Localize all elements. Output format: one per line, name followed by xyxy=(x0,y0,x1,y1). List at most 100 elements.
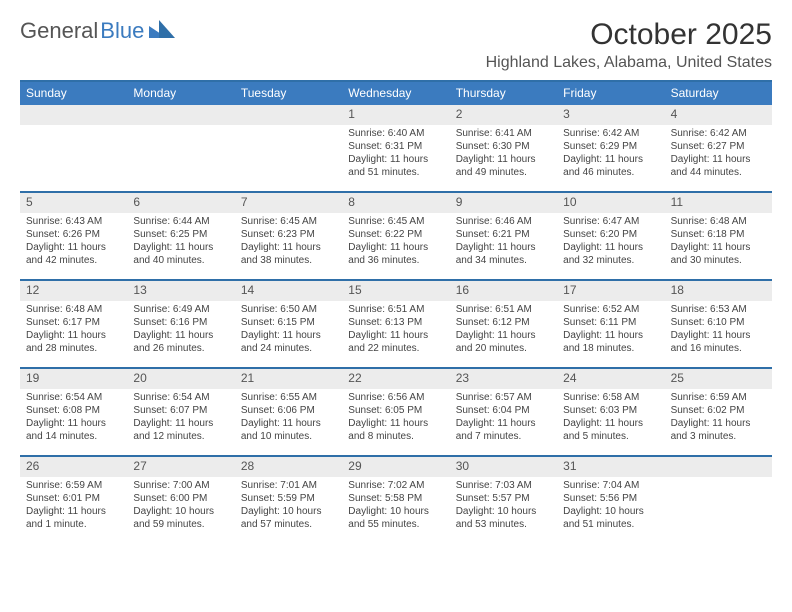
day-line: Sunrise: 7:04 AM xyxy=(563,480,658,493)
day-body: Sunrise: 6:43 AMSunset: 6:26 PMDaylight:… xyxy=(20,213,127,272)
week-row: 1Sunrise: 6:40 AMSunset: 6:31 PMDaylight… xyxy=(20,105,772,191)
day-line: Sunset: 5:59 PM xyxy=(241,493,336,506)
day-cell: 12Sunrise: 6:48 AMSunset: 6:17 PMDayligh… xyxy=(20,281,127,367)
day-line: and 38 minutes. xyxy=(241,255,336,268)
day-cell xyxy=(20,105,127,191)
day-line: Sunrise: 7:00 AM xyxy=(133,480,228,493)
day-cell xyxy=(665,457,772,543)
day-number xyxy=(20,105,127,125)
day-line: Sunset: 6:26 PM xyxy=(26,229,121,242)
day-line: and 32 minutes. xyxy=(563,255,658,268)
day-body: Sunrise: 6:51 AMSunset: 6:13 PMDaylight:… xyxy=(342,301,449,360)
day-line: Sunrise: 6:40 AM xyxy=(348,128,443,141)
day-line: Daylight: 11 hours xyxy=(348,154,443,167)
day-line: Sunrise: 6:47 AM xyxy=(563,216,658,229)
day-body: Sunrise: 6:42 AMSunset: 6:27 PMDaylight:… xyxy=(665,125,772,184)
day-number: 25 xyxy=(665,369,772,389)
day-line: and 14 minutes. xyxy=(26,431,121,444)
day-line: Daylight: 11 hours xyxy=(26,330,121,343)
day-line: and 5 minutes. xyxy=(563,431,658,444)
day-cell: 3Sunrise: 6:42 AMSunset: 6:29 PMDaylight… xyxy=(557,105,664,191)
day-line: and 1 minute. xyxy=(26,519,121,532)
day-number: 15 xyxy=(342,281,449,301)
month-title: October 2025 xyxy=(590,18,772,52)
dow-thursday: Thursday xyxy=(450,82,557,105)
day-line: Daylight: 11 hours xyxy=(133,418,228,431)
day-body: Sunrise: 6:57 AMSunset: 6:04 PMDaylight:… xyxy=(450,389,557,448)
day-number: 1 xyxy=(342,105,449,125)
day-line: Daylight: 11 hours xyxy=(456,154,551,167)
day-line: Daylight: 10 hours xyxy=(133,506,228,519)
day-body: Sunrise: 6:42 AMSunset: 6:29 PMDaylight:… xyxy=(557,125,664,184)
day-number: 6 xyxy=(127,193,234,213)
day-number: 29 xyxy=(342,457,449,477)
day-cell: 22Sunrise: 6:56 AMSunset: 6:05 PMDayligh… xyxy=(342,369,449,455)
day-cell: 5Sunrise: 6:43 AMSunset: 6:26 PMDaylight… xyxy=(20,193,127,279)
day-line: Sunrise: 6:48 AM xyxy=(26,304,121,317)
day-line: Daylight: 11 hours xyxy=(133,330,228,343)
day-number: 4 xyxy=(665,105,772,125)
logo: GeneralBlue xyxy=(20,18,175,44)
day-number: 2 xyxy=(450,105,557,125)
day-line: Sunrise: 6:48 AM xyxy=(671,216,766,229)
day-number: 30 xyxy=(450,457,557,477)
day-line: and 26 minutes. xyxy=(133,343,228,356)
day-number: 14 xyxy=(235,281,342,301)
day-line: and 53 minutes. xyxy=(456,519,551,532)
day-line: Daylight: 11 hours xyxy=(348,242,443,255)
day-line: and 10 minutes. xyxy=(241,431,336,444)
day-line: Daylight: 11 hours xyxy=(563,330,658,343)
day-cell: 31Sunrise: 7:04 AMSunset: 5:56 PMDayligh… xyxy=(557,457,664,543)
day-body: Sunrise: 6:54 AMSunset: 6:08 PMDaylight:… xyxy=(20,389,127,448)
day-cell: 16Sunrise: 6:51 AMSunset: 6:12 PMDayligh… xyxy=(450,281,557,367)
day-body: Sunrise: 6:49 AMSunset: 6:16 PMDaylight:… xyxy=(127,301,234,360)
day-line: Sunset: 6:03 PM xyxy=(563,405,658,418)
calendar-grid: Sunday Monday Tuesday Wednesday Thursday… xyxy=(20,80,772,543)
day-body: Sunrise: 6:58 AMSunset: 6:03 PMDaylight:… xyxy=(557,389,664,448)
week-row: 26Sunrise: 6:59 AMSunset: 6:01 PMDayligh… xyxy=(20,455,772,543)
logo-word2: Blue xyxy=(100,18,144,44)
day-line: Sunrise: 6:58 AM xyxy=(563,392,658,405)
day-line: Sunset: 6:05 PM xyxy=(348,405,443,418)
day-body: Sunrise: 6:48 AMSunset: 6:17 PMDaylight:… xyxy=(20,301,127,360)
day-line: Daylight: 11 hours xyxy=(241,418,336,431)
day-cell: 19Sunrise: 6:54 AMSunset: 6:08 PMDayligh… xyxy=(20,369,127,455)
day-line: Sunset: 6:30 PM xyxy=(456,141,551,154)
day-number xyxy=(665,457,772,477)
day-cell: 24Sunrise: 6:58 AMSunset: 6:03 PMDayligh… xyxy=(557,369,664,455)
day-body: Sunrise: 6:47 AMSunset: 6:20 PMDaylight:… xyxy=(557,213,664,272)
day-line: Sunset: 5:58 PM xyxy=(348,493,443,506)
day-line: Daylight: 11 hours xyxy=(26,242,121,255)
day-line: and 3 minutes. xyxy=(671,431,766,444)
day-body: Sunrise: 7:04 AMSunset: 5:56 PMDaylight:… xyxy=(557,477,664,536)
day-line: and 40 minutes. xyxy=(133,255,228,268)
day-line: and 12 minutes. xyxy=(133,431,228,444)
day-cell: 14Sunrise: 6:50 AMSunset: 6:15 PMDayligh… xyxy=(235,281,342,367)
day-line: Sunrise: 6:41 AM xyxy=(456,128,551,141)
day-cell xyxy=(127,105,234,191)
day-line: and 51 minutes. xyxy=(348,167,443,180)
day-number: 16 xyxy=(450,281,557,301)
day-line: Sunrise: 6:49 AM xyxy=(133,304,228,317)
location-subtitle: Highland Lakes, Alabama, United States xyxy=(20,54,772,72)
day-line: Daylight: 11 hours xyxy=(456,418,551,431)
day-number: 23 xyxy=(450,369,557,389)
day-line: Sunrise: 6:53 AM xyxy=(671,304,766,317)
day-line: Sunrise: 6:45 AM xyxy=(241,216,336,229)
day-cell: 28Sunrise: 7:01 AMSunset: 5:59 PMDayligh… xyxy=(235,457,342,543)
day-number: 31 xyxy=(557,457,664,477)
week-row: 5Sunrise: 6:43 AMSunset: 6:26 PMDaylight… xyxy=(20,191,772,279)
day-line: Sunset: 6:21 PM xyxy=(456,229,551,242)
day-line: and 16 minutes. xyxy=(671,343,766,356)
day-line: Sunrise: 6:44 AM xyxy=(133,216,228,229)
day-line: Daylight: 11 hours xyxy=(563,154,658,167)
day-line: Sunrise: 6:59 AM xyxy=(26,480,121,493)
day-line: Sunrise: 6:42 AM xyxy=(671,128,766,141)
logo-word1: General xyxy=(20,18,98,44)
day-line: Sunset: 6:11 PM xyxy=(563,317,658,330)
day-body: Sunrise: 6:54 AMSunset: 6:07 PMDaylight:… xyxy=(127,389,234,448)
day-body: Sunrise: 7:02 AMSunset: 5:58 PMDaylight:… xyxy=(342,477,449,536)
day-cell: 8Sunrise: 6:45 AMSunset: 6:22 PMDaylight… xyxy=(342,193,449,279)
day-number: 11 xyxy=(665,193,772,213)
weeks-host: 1Sunrise: 6:40 AMSunset: 6:31 PMDaylight… xyxy=(20,105,772,543)
